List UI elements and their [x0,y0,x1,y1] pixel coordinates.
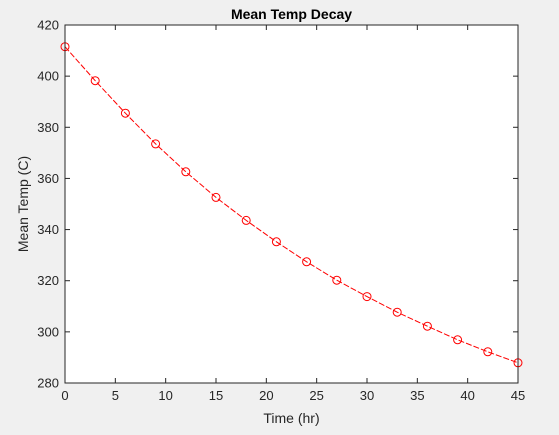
data-point-marker [151,139,161,149]
data-point-marker [181,167,191,177]
axes-background [65,25,518,383]
x-tick-label: 0 [61,388,68,403]
x-tick-label: 40 [460,388,474,403]
x-tick-label: 30 [360,388,374,403]
y-tick-label: 380 [37,120,59,135]
data-point-marker [453,335,463,345]
data-point-marker [211,192,221,202]
data-point-marker [392,307,402,317]
y-tick-label: 400 [37,69,59,84]
axes-frame [64,24,519,384]
chart-title: Mean Temp Decay [231,6,352,22]
x-tick-label: 25 [309,388,323,403]
y-tick-label: 420 [37,18,59,33]
data-point-marker [483,347,493,357]
x-tick-label: 15 [209,388,223,403]
x-tick-label: 10 [158,388,172,403]
x-tick-label: 35 [410,388,424,403]
data-point-marker [241,215,251,225]
series-line [64,46,519,364]
data-point-marker [302,257,312,267]
y-axis-label: Mean Temp (C) [15,156,31,252]
y-tick-label: 340 [37,222,59,237]
data-point-marker [120,108,130,118]
axes-box [64,24,519,384]
x-tick-label: 45 [511,388,525,403]
y-tick-label: 360 [37,171,59,186]
x-axis-label: Time (hr) [263,410,319,426]
data-layer [60,42,523,368]
tick-layer: 0 5 10 15 20 25 30 35 40 45 280 300 320 340 360 380 400 4… [37,18,525,404]
data-point-marker [271,237,281,247]
y-tick-label: 300 [37,324,59,339]
y-tick-label: 320 [37,273,59,288]
data-point-marker [90,76,100,86]
y-tick-label: 280 [37,376,59,391]
data-point-marker [362,292,372,302]
x-tick-label: 5 [112,388,119,403]
data-point-marker [422,321,432,331]
data-point-marker [332,275,342,285]
x-tick-label: 20 [259,388,273,403]
